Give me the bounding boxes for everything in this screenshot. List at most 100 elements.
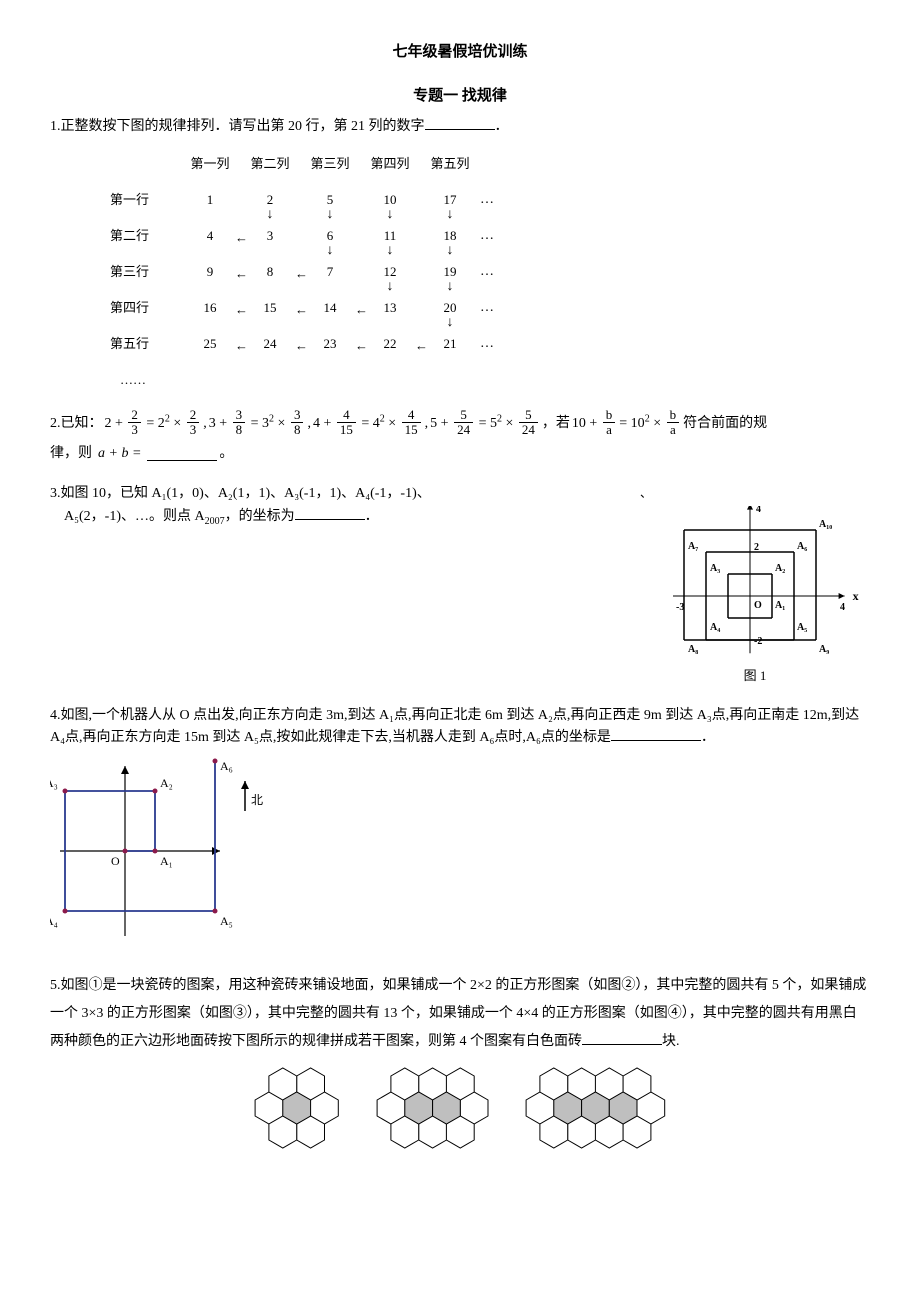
question-2: 2.已知：2 + 23 = 22 × 23,3 + 38 = 32 × 38,4… [50, 409, 870, 465]
q1-text: 1.正整数按下图的规律排列．请写出第 20 行，第 21 列的数字 ． [50, 116, 870, 138]
q1-cell: 22← [360, 334, 420, 355]
q2-ab: a + b = [98, 443, 141, 465]
q1-cell: 24← [240, 334, 300, 355]
svg-text:A₈: A₈ [688, 644, 698, 655]
svg-text:A₆: A₆ [797, 541, 807, 552]
q3-line2: A₅(2，-1)、…。则点 A2007，的坐标为 ． [50, 506, 620, 530]
q1-cell: 6↓ [300, 226, 360, 247]
q1-cell: 13 [360, 298, 420, 319]
q1-cell: 3 [240, 226, 300, 247]
q4-text: 4.如图,一个机器人从 O 点出发,向正东方向走 3m,到达 A₁点,再向正北走… [50, 705, 870, 750]
q1-ellipsis: …… [120, 370, 870, 391]
q1-grid: 第一列第二列第三列第四列第五列第一行12↓5↓10↓17↓…第二行4←36↓11… [110, 146, 870, 362]
question-4: 4.如图,一个机器人从 O 点出发,向正东方向走 3m,到达 A₁点,再向正北走… [50, 705, 870, 954]
q5-blank [582, 1031, 662, 1045]
q3-l2sub: 2007 [205, 515, 225, 526]
q2-mid2: 符合前面的规 [683, 413, 767, 435]
q1-cell: 16← [180, 298, 240, 319]
svg-text:A₂: A₂ [160, 776, 173, 790]
q5-text: 5.如图①是一块瓷砖的图案，用这种瓷砖来铺设地面，如果铺成一个 2×2 的正方形… [50, 978, 866, 1049]
hex-figures [50, 1066, 870, 1150]
q1-text-b: ． [495, 119, 509, 134]
q1-cell: 19↓ [420, 262, 480, 283]
q4-period: ． [701, 730, 715, 745]
svg-text:A₉: A₉ [819, 644, 829, 655]
q1-row-dots: … [480, 261, 520, 283]
svg-text:O: O [754, 600, 762, 611]
svg-text:x: x [853, 589, 859, 603]
svg-text:2: 2 [754, 542, 759, 553]
q1-cell: 20↓ [420, 298, 480, 319]
q1-cell: 7 [300, 262, 360, 283]
q4-blank [611, 727, 701, 741]
q1-cell: 5↓ [300, 190, 360, 211]
robot-path-diagram: OA₁A₂A₃A₄A₅A₆北 [50, 756, 270, 946]
q1-blank [425, 116, 495, 130]
q3-tick-back: 、 [640, 486, 652, 500]
q3-caption: 图 1 [640, 666, 870, 687]
arrow-down-icon: ↓ [327, 208, 334, 222]
question-3: 3.如图 10，已知 A₁(1，0)、A₂(1，1)、A₃(-1，1)、A₄(-… [50, 483, 870, 687]
q1-cell: 11↓ [360, 226, 420, 247]
q1-row-header: 第四行 [110, 298, 180, 319]
svg-text:A₃: A₃ [50, 776, 58, 790]
q2-pre: 2.已知： [50, 413, 103, 435]
arrow-down-icon: ↓ [447, 244, 454, 258]
svg-text:A₅: A₅ [797, 622, 807, 633]
q1-cell: 9← [180, 262, 240, 283]
q1-row-dots: … [480, 333, 520, 355]
q1-cell: 14← [300, 298, 360, 319]
q3-l2c: ． [365, 509, 379, 524]
question-5: 5.如图①是一块瓷砖的图案，用这种瓷砖来铺设地面，如果铺成一个 2×2 的正方形… [50, 972, 870, 1150]
hex-pattern [522, 1066, 669, 1150]
q2-line1: 2.已知：2 + 23 = 22 × 23,3 + 38 = 32 × 38,4… [50, 409, 870, 439]
q1-cell: 21 [420, 334, 480, 355]
q2-mid: ，若 [542, 413, 570, 435]
q1-text-a: 1.正整数按下图的规律排列．请写出第 20 行，第 21 列的数字 [50, 119, 425, 134]
q4-body: 4.如图,一个机器人从 O 点出发,向正东方向走 3m,到达 A₁点,再向正北走… [50, 708, 859, 745]
svg-text:A₄: A₄ [710, 622, 720, 633]
arrow-down-icon: ↓ [447, 316, 454, 330]
svg-text:A₄: A₄ [50, 914, 58, 928]
q1-col-header: 第一列 [180, 154, 240, 175]
q1-cell: 17↓ [420, 190, 480, 211]
page-title: 七年级暑假培优训练 [50, 40, 870, 64]
hex-pattern [251, 1066, 342, 1150]
arrow-down-icon: ↓ [387, 244, 394, 258]
q1-cell: 1 [180, 190, 240, 211]
q1-cell: 15← [240, 298, 300, 319]
q1-row-header: 第二行 [110, 226, 180, 247]
svg-text:-2: -2 [754, 636, 762, 647]
arrow-down-icon: ↓ [447, 280, 454, 294]
spiral-diagram: -344-22xyA₁A₂A₃A₄A₅A₆A₇A₈A₉A₁₀O [640, 506, 860, 656]
q3-l2b: ，的坐标为 [225, 509, 295, 524]
q1-row-dots: … [480, 297, 520, 319]
q1-row-header: 第三行 [110, 262, 180, 283]
q1-cell: 4← [180, 226, 240, 247]
q1-cell: 23← [300, 334, 360, 355]
question-1: 1.正整数按下图的规律排列．请写出第 20 行，第 21 列的数字． 第一列第二… [50, 116, 870, 391]
q1-cell: 25← [180, 334, 240, 355]
arrow-down-icon: ↓ [387, 280, 394, 294]
svg-text:A₂: A₂ [775, 563, 785, 574]
svg-text:北: 北 [251, 793, 263, 807]
svg-text:A₃: A₃ [710, 563, 720, 574]
svg-text:A₁: A₁ [775, 600, 785, 611]
svg-text:4: 4 [840, 602, 845, 613]
svg-text:A₇: A₇ [688, 541, 698, 552]
q3-line1: 3.如图 10，已知 A₁(1，0)、A₂(1，1)、A₃(-1，1)、A₄(-… [50, 483, 620, 505]
q3-l2a: A₅(2，-1)、…。则点 A [64, 509, 205, 524]
q2-line2: 律，则 a + b = 。 [50, 443, 870, 465]
q2-l2c: 。 [219, 443, 233, 465]
q3-text: 3.如图 10，已知 A₁(1，0)、A₂(1，1)、A₃(-1，1)、A₄(-… [50, 483, 620, 529]
q3-blank [295, 506, 365, 520]
q1-col-header: 第五列 [420, 154, 480, 175]
q1-col-header: 第四列 [360, 154, 420, 175]
svg-text:A₅: A₅ [220, 914, 233, 928]
q1-cell: 18↓ [420, 226, 480, 247]
svg-text:4: 4 [756, 506, 761, 515]
arrow-down-icon: ↓ [327, 244, 334, 258]
q1-row-dots: … [480, 225, 520, 247]
svg-text:A₁₀: A₁₀ [819, 519, 832, 530]
q1-col-header: 第二列 [240, 154, 300, 175]
